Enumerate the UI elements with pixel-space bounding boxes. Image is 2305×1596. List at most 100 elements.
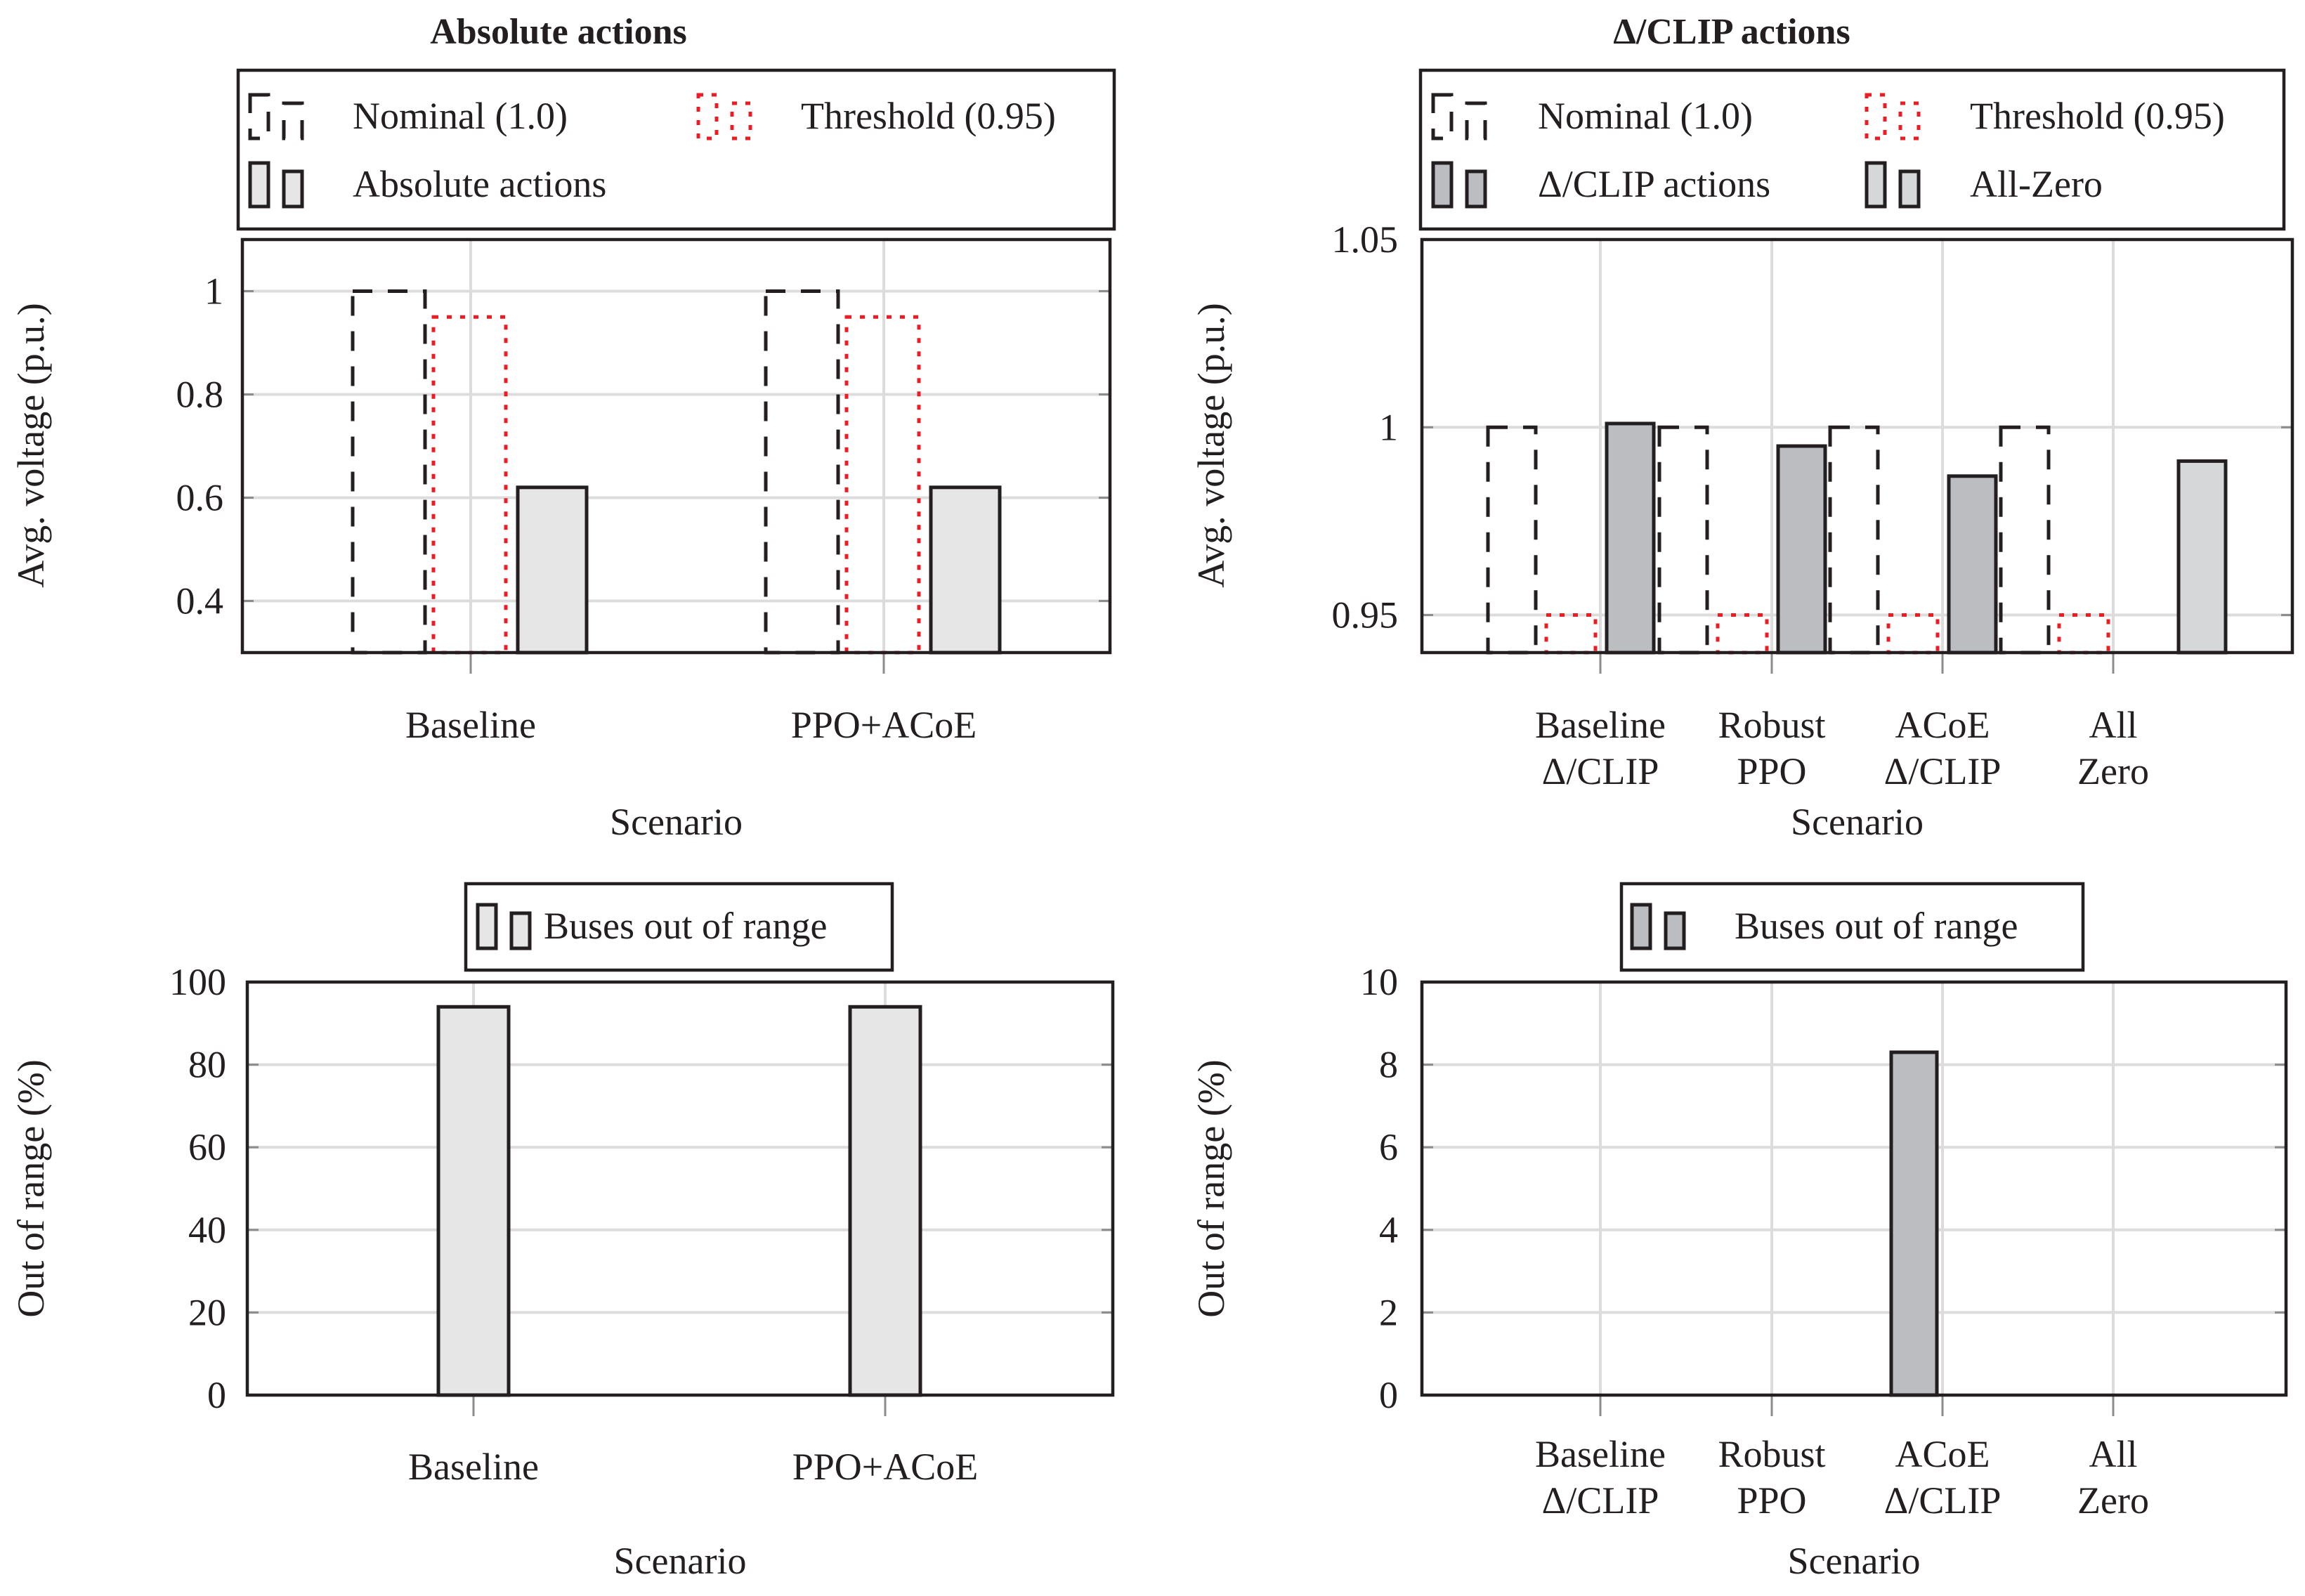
y-tick-label: 6 xyxy=(1379,1126,1398,1168)
y-tick-label: 0.4 xyxy=(176,580,224,622)
legend-box xyxy=(1619,882,2085,972)
bar-nominal-1-0--1 xyxy=(351,289,427,655)
plot-frame xyxy=(1420,237,2294,655)
y-tick-label: 4 xyxy=(1379,1209,1398,1251)
y-axis-label: Avg. voltage (p.u.) xyxy=(10,303,52,587)
legend: Nominal (1.0) Threshold (0.95) Absolute ac… xyxy=(236,68,1116,231)
y-tick-label: 0 xyxy=(1379,1374,1398,1416)
bar-nominal-1-0--2 xyxy=(1657,425,1709,655)
legend-box xyxy=(1418,68,2286,231)
x-tick-label: All xyxy=(2089,704,2137,746)
legend-label: Nominal (1.0) xyxy=(353,95,568,137)
y-tick-label: 1.05 xyxy=(1332,218,1399,261)
legend-swatch-icon xyxy=(1431,161,1487,209)
x-tick-label: ACoE xyxy=(1895,1433,1990,1475)
y-tick-label: 8 xyxy=(1379,1044,1398,1086)
y-tick-label: 2 xyxy=(1379,1291,1398,1333)
legend-label: Threshold (0.95) xyxy=(801,95,1056,137)
x-tick-label: PPO+ACoE xyxy=(792,1446,979,1488)
bar--clip-actions-2 xyxy=(1776,444,1827,655)
y-axis-label: Out of range (%) xyxy=(1190,1059,1232,1317)
x-tick-label: Robust xyxy=(1718,1433,1825,1475)
y-tick-label: 0 xyxy=(207,1374,226,1416)
y-tick-label: 1 xyxy=(204,270,223,313)
bar-threshold-0-95--2 xyxy=(1716,613,1769,655)
legend-box xyxy=(236,68,1116,231)
x-tick-label: Baseline xyxy=(408,1446,539,1488)
y-tick-label: 60 xyxy=(188,1126,226,1168)
bar-nominal-1-0--3 xyxy=(1828,425,1880,655)
bar-nominal-1-0--4 xyxy=(1999,425,2051,655)
legend-swatch-icon xyxy=(1865,93,1921,140)
x-tick-label: PPO xyxy=(1737,1479,1806,1522)
plot-frame xyxy=(1420,980,2288,1397)
y-tick-label: 1 xyxy=(1379,406,1398,448)
x-tick-label: Δ/CLIP xyxy=(1884,1479,2002,1522)
y-axis-label: Out of range (%) xyxy=(10,1059,52,1317)
bar-threshold-0-95--1 xyxy=(1544,613,1598,655)
x-tick-label: PPO xyxy=(1737,750,1806,792)
y-tick-label: 0.6 xyxy=(176,477,224,519)
bar-buses-out-of-range-1 xyxy=(436,1005,511,1397)
legend: Buses out of range xyxy=(1619,882,2085,972)
legend-swatch-icon xyxy=(696,93,752,140)
x-tick-label: Δ/CLIP xyxy=(1884,750,2002,792)
chart-title: Δ/CLIP actions xyxy=(1613,12,1850,52)
legend-box xyxy=(464,882,894,972)
x-tick-label: Zero xyxy=(2077,1479,2149,1522)
legend-label: Buses out of range xyxy=(1735,905,2018,947)
x-tick-label: Baseline xyxy=(1535,704,1666,746)
x-tick-label: Robust xyxy=(1718,704,1825,746)
x-tick-label: PPO+ACoE xyxy=(791,704,977,746)
x-tick-label: Δ/CLIP xyxy=(1542,1479,1659,1522)
x-axis-label: Scenario xyxy=(610,801,743,843)
legend-swatch-icon xyxy=(476,903,532,950)
bar-nominal-1-0--1 xyxy=(1486,425,1538,655)
legend-label: Δ/CLIP actions xyxy=(1538,163,1770,205)
plot-frame xyxy=(240,237,1112,655)
x-tick-label: Baseline xyxy=(405,704,536,746)
bar-threshold-0-95--3 xyxy=(1886,613,1940,655)
x-tick-label: All xyxy=(2089,1433,2137,1475)
x-axis-label: Scenario xyxy=(1791,801,1924,843)
y-tick-label: 0.8 xyxy=(176,374,224,416)
plot-frame xyxy=(245,980,1115,1397)
chart-title: Absolute actions xyxy=(430,12,686,52)
legend: Buses out of range xyxy=(464,882,894,972)
legend-swatch-icon xyxy=(1630,903,1686,950)
bar--clip-actions-3 xyxy=(1947,474,1998,655)
bar--clip-actions-1 xyxy=(1605,421,1656,655)
y-tick-label: 100 xyxy=(169,961,226,1003)
y-tick-label: 40 xyxy=(188,1209,226,1251)
x-axis-label: Scenario xyxy=(614,1540,747,1582)
legend-swatch-icon xyxy=(1431,93,1487,140)
chart-3: 0 20 40 60 80 100 Baseline PPO+ACoE Out of range… xyxy=(10,882,1115,1582)
y-tick-label: 10 xyxy=(1360,961,1398,1003)
chart-1: 0.4 0.6 0.8 1 Baseline PPO+ACoE Absolute actio… xyxy=(10,12,1116,843)
bar-all-zero-4 xyxy=(2176,459,2228,655)
x-tick-label: Zero xyxy=(2077,750,2149,792)
bar-absolute-actions-2 xyxy=(929,485,1002,655)
legend-label: Nominal (1.0) xyxy=(1538,95,1753,137)
legend-label: Buses out of range xyxy=(544,905,827,947)
y-axis-label: Avg. voltage (p.u.) xyxy=(1190,303,1232,587)
legend-swatch-icon xyxy=(1865,161,1921,209)
legend-label: Threshold (0.95) xyxy=(1970,95,2225,137)
chart-4: 0246810BaselineΔ/CLIPRobustPPOACoEΔ/CLIP… xyxy=(1190,882,2288,1582)
bar-buses-out-of-range-2 xyxy=(848,1005,922,1397)
x-tick-label: ACoE xyxy=(1895,704,1990,746)
x-axis-label: Scenario xyxy=(1788,1540,1921,1582)
legend-swatch-icon xyxy=(248,93,304,140)
chart-2: 0.9511.05BaselineΔ/CLIPRobustPPOACoEΔ/CL… xyxy=(1190,12,2294,843)
bar-threshold-0-95--4 xyxy=(2057,613,2110,655)
legend-label: All-Zero xyxy=(1970,163,2103,205)
legend: Nominal (1.0) Threshold (0.95) Δ/CLIP acti… xyxy=(1418,68,2286,231)
x-tick-label: Δ/CLIP xyxy=(1542,750,1659,792)
bar-absolute-actions-1 xyxy=(516,485,589,655)
y-tick-label: 0.95 xyxy=(1332,594,1399,636)
legend-label: Absolute actions xyxy=(353,163,606,205)
y-tick-label: 20 xyxy=(188,1291,226,1333)
bar-buses-out-of-range-3 xyxy=(1889,1050,1939,1397)
bar-nominal-1-0--2 xyxy=(764,289,840,655)
